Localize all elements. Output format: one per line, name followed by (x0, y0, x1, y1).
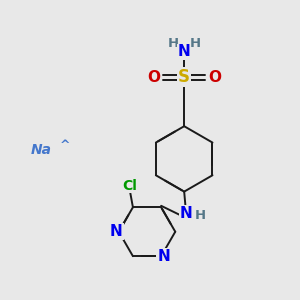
Text: N: N (157, 249, 170, 264)
Text: O: O (208, 70, 221, 85)
Text: N: N (179, 206, 192, 220)
Text: H: H (194, 209, 206, 223)
Text: Cl: Cl (122, 178, 137, 193)
Text: S: S (178, 68, 190, 86)
Text: Na: Na (31, 143, 52, 157)
Text: N: N (110, 224, 123, 239)
Text: N: N (178, 44, 190, 59)
Text: H: H (167, 37, 178, 50)
Text: H: H (190, 37, 201, 50)
Text: O: O (147, 70, 161, 85)
Text: ^: ^ (59, 139, 70, 152)
